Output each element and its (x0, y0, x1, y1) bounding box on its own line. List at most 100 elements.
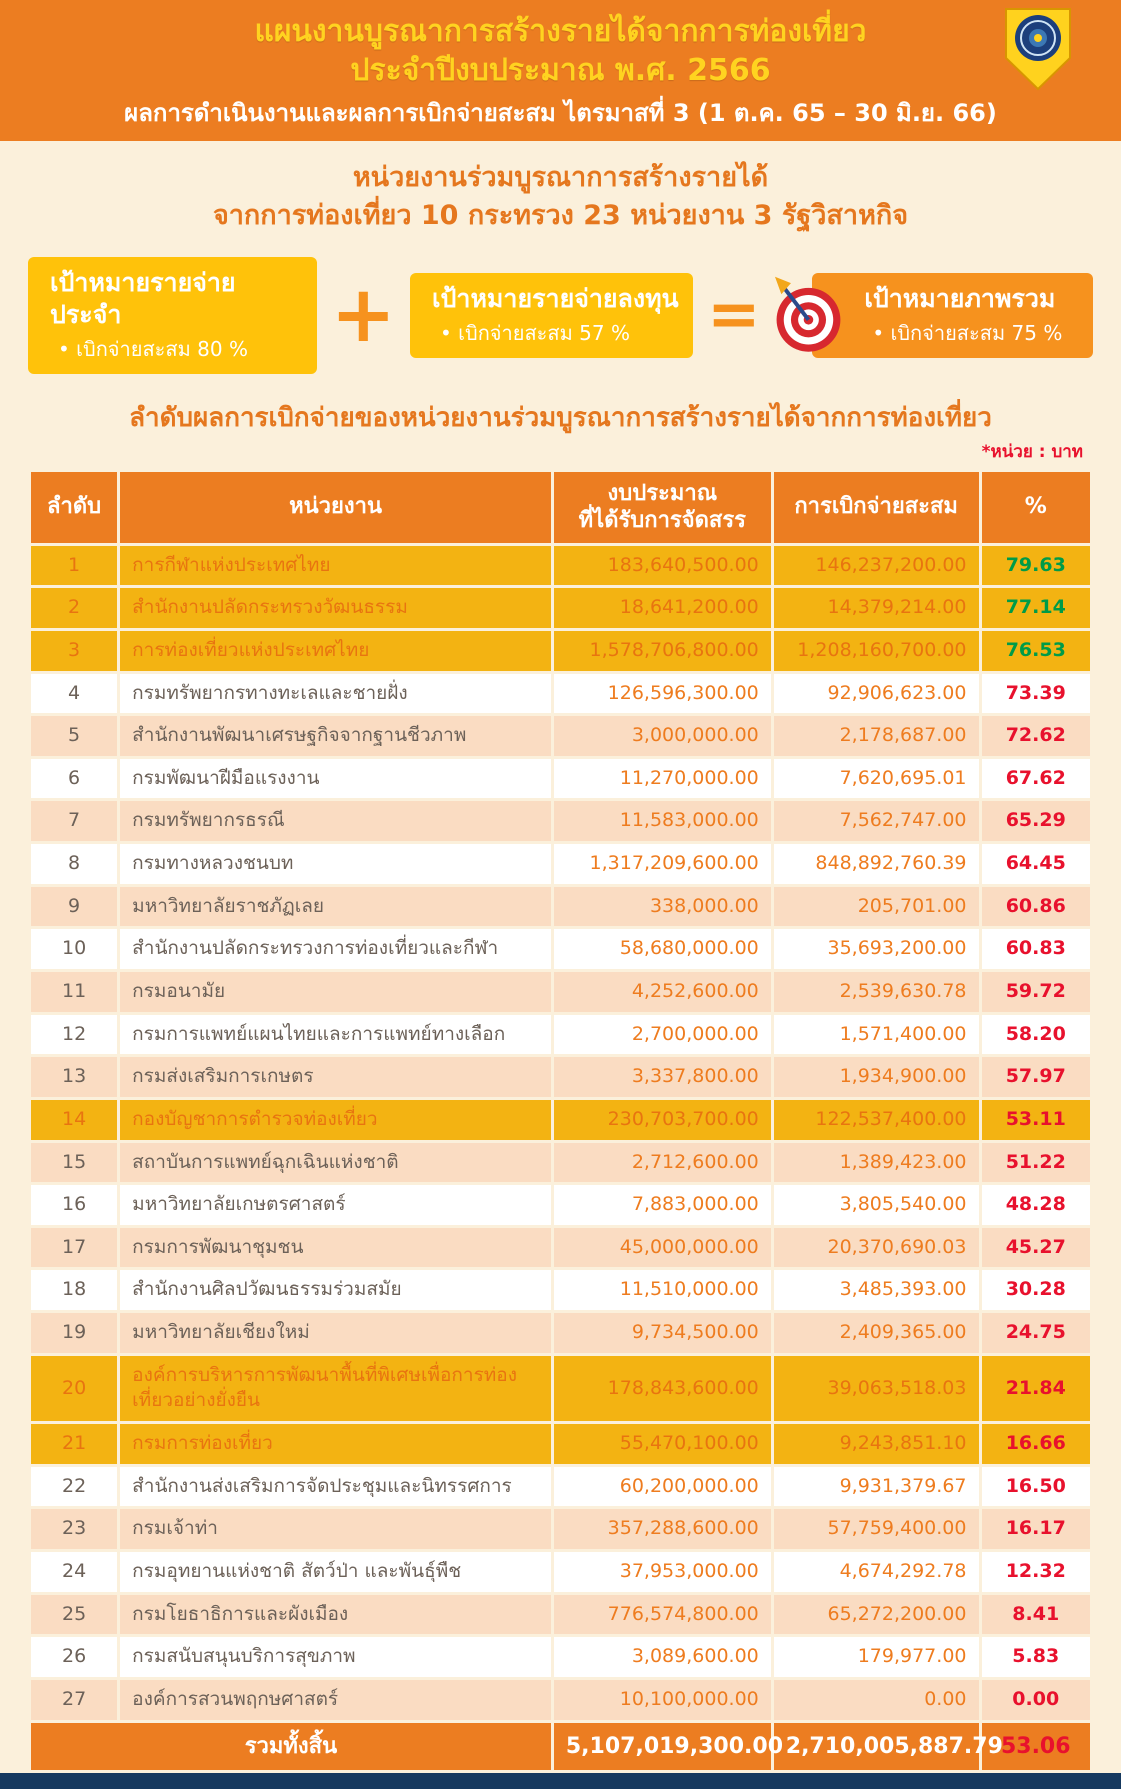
intro-line1: หน่วยงานร่วมบูรณาการสร้างรายได้ (352, 162, 769, 194)
agency-cell: กรมส่งเสริมการเกษตร (117, 1054, 554, 1100)
agency-table-body: 1 การกีฬาแห่งประเทศไทย 183,640,500.00 146,2… (27, 542, 1093, 1723)
disbursed-cell: 7,620,695.01 (770, 755, 982, 802)
budget-cell: 11,510,000.00 (550, 1267, 774, 1314)
bullet: • (58, 336, 70, 361)
goal-formula: เป้าหมายรายจ่ายประจำ • เบิกจ่ายสะสม 80 %… (28, 256, 1093, 374)
budget-cell: 3,000,000.00 (550, 713, 774, 759)
agency-cell: สถาบันการแพทย์ฉุกเฉินแห่งชาติ (117, 1139, 554, 1186)
goal-title: เป้าหมายรายจ่ายลงทุน (432, 284, 679, 314)
equals-operator: = (706, 277, 761, 352)
rank-cell: 7 (27, 798, 121, 845)
percent-cell: 64.45 (978, 841, 1093, 887)
budget-cell: 55,470,100.00 (550, 1421, 774, 1467)
agency-cell: กรมเจ้าท่า (117, 1506, 554, 1552)
table-row: 24 กรมอุทยานแห่งชาติ สัตว์ป่า และพันธุ์พื… (27, 1548, 1093, 1595)
rank-cell: 6 (27, 755, 121, 802)
rank-cell: 13 (27, 1054, 121, 1100)
percent-cell: 60.83 (978, 926, 1093, 972)
rank-cell: 2 (27, 585, 121, 631)
budget-cell: 37,953,000.00 (550, 1548, 774, 1595)
rank-cell: 1 (27, 542, 121, 589)
budget-cell: 357,288,600.00 (550, 1506, 774, 1552)
rank-cell: 11 (27, 968, 121, 1015)
agency-cell: มหาวิทยาลัยเกษตรศาสตร์ (117, 1182, 554, 1228)
table-row: 4 กรมทรัพยากรทางทะเลและชายฝั่ง 126,596,300… (27, 670, 1093, 717)
col-header-disbursed: การเบิกจ่ายสะสม (770, 468, 982, 546)
agency-cell: กรมโยธาธิการและผังเมือง (117, 1591, 554, 1638)
disbursed-cell: 35,693,200.00 (770, 926, 982, 972)
percent-cell: 60.86 (978, 883, 1093, 930)
disbursed-cell: 122,537,400.00 (770, 1096, 982, 1143)
rank-cell: 4 (27, 670, 121, 717)
rank-cell: 23 (27, 1506, 121, 1552)
percent-cell: 5.83 (978, 1634, 1093, 1680)
budget-cell: 178,843,600.00 (550, 1352, 774, 1425)
table-row: 15 สถาบันการแพทย์ฉุกเฉินแห่งชาติ 2,712,600… (27, 1139, 1093, 1186)
budget-cell: 776,574,800.00 (550, 1591, 774, 1638)
budget-cell: 45,000,000.00 (550, 1224, 774, 1271)
table-row: 22 สำนักงานส่งเสริมการจัดประชุมและนิทรรศก… (27, 1463, 1093, 1510)
col-header-percent: % (978, 468, 1093, 546)
agency-cell: กองบัญชาการตำรวจท่องเที่ยว (117, 1096, 554, 1143)
rank-cell: 22 (27, 1463, 121, 1510)
agency-cell: กรมทรัพยากรทางทะเลและชายฝั่ง (117, 670, 554, 717)
disbursed-cell: 1,571,400.00 (770, 1011, 982, 1058)
disbursed-cell: 92,906,623.00 (770, 670, 982, 717)
rank-cell: 16 (27, 1182, 121, 1228)
agency-cell: องค์การบริหารการพัฒนาพื้นที่พิเศษเพื่อกา… (117, 1352, 554, 1425)
rank-cell: 8 (27, 841, 121, 887)
rank-cell: 17 (27, 1224, 121, 1271)
agency-cell: องค์การสวนพฤกษศาสตร์ (117, 1676, 554, 1723)
agency-cell: กรมพัฒนาฝีมือแรงงาน (117, 755, 554, 802)
rank-cell: 20 (27, 1352, 121, 1425)
agency-cell: กรมอุทยานแห่งชาติ สัตว์ป่า และพันธุ์พืช (117, 1548, 554, 1595)
table-row: 3 การท่องเที่ยวแห่งประเทศไทย 1,578,706,800… (27, 627, 1093, 674)
percent-cell: 16.66 (978, 1421, 1093, 1467)
budget-cell: 183,640,500.00 (550, 542, 774, 589)
table-row: 8 กรมทางหลวงชนบท 1,317,209,600.00 848,892,7… (27, 841, 1093, 887)
disbursed-cell: 2,409,365.00 (770, 1310, 982, 1356)
rank-cell: 3 (27, 627, 121, 674)
percent-cell: 73.39 (978, 670, 1093, 717)
page-title-line1: แผนงานบูรณาการสร้างรายได้จากการท่องเที่ย… (254, 14, 867, 49)
total-label: รวมทั้งสิ้น (28, 1719, 554, 1774)
percent-cell: 58.20 (978, 1011, 1093, 1058)
percent-cell: 48.28 (978, 1182, 1093, 1228)
disbursed-cell: 3,805,540.00 (770, 1182, 982, 1228)
disbursement-table: ลำดับ หน่วยงาน งบประมาณ ที่ได้รับการจัดส… (27, 468, 1093, 1774)
agency-cell: กรมอนามัย (117, 968, 554, 1015)
goal-detail-text: เบิกจ่ายสะสม 57 % (458, 320, 630, 345)
plus-operator: + (330, 270, 396, 361)
agency-cell: มหาวิทยาลัยเชียงใหม่ (117, 1310, 554, 1356)
percent-cell: 77.14 (978, 585, 1093, 631)
page-title-line2: ประจำปีงบประมาณ พ.ศ. 2566 (350, 53, 771, 88)
percent-cell: 57.97 (978, 1054, 1093, 1100)
agency-cell: สำนักงานศิลปวัฒนธรรมร่วมสมัย (117, 1267, 554, 1314)
agency-cell: กรมการพัฒนาชุมชน (117, 1224, 554, 1271)
header-subtitle: ผลการดำเนินงานและผลการเบิกจ่ายสะสม ไตรมา… (124, 99, 997, 127)
rank-cell: 9 (27, 883, 121, 930)
goal-detail-text: เบิกจ่ายสะสม 80 % (76, 336, 248, 361)
budget-cell: 2,700,000.00 (550, 1011, 774, 1058)
disbursed-cell: 65,272,200.00 (770, 1591, 982, 1638)
table-row: 13 กรมส่งเสริมการเกษตร 3,337,800.00 1,934,9… (27, 1054, 1093, 1100)
percent-cell: 59.72 (978, 968, 1093, 1015)
table-row: 23 กรมเจ้าท่า 357,288,600.00 57,759,400.00 1… (27, 1506, 1093, 1552)
rank-cell: 14 (27, 1096, 121, 1143)
disbursed-cell: 9,243,851.10 (770, 1421, 982, 1467)
table-row: 7 กรมทรัพยากรธรณี 11,583,000.00 7,562,747.0… (27, 798, 1093, 845)
total-disbursed: 2,710,005,887.79 (770, 1719, 1003, 1774)
budget-cell: 9,734,500.00 (550, 1310, 774, 1356)
disbursed-cell: 4,674,292.78 (770, 1548, 982, 1595)
budget-cell: 3,337,800.00 (550, 1054, 774, 1100)
agency-cell: สำนักงานปลัดกระทรวงการท่องเที่ยวและกีฬา (117, 926, 554, 972)
percent-cell: 67.62 (978, 755, 1093, 802)
rank-cell: 10 (27, 926, 121, 972)
table-row: 2 สำนักงานปลัดกระทรวงวัฒนธรรม 18,641,200.0… (27, 585, 1093, 631)
rank-cell: 26 (27, 1634, 121, 1680)
header-banner: แผนงานบูรณาการสร้างรายได้จากการท่องเที่ย… (0, 0, 1121, 142)
table-row: 12 กรมการแพทย์แผนไทยและการแพทย์ทางเลือก 2,… (27, 1011, 1093, 1058)
percent-cell: 51.22 (978, 1139, 1093, 1186)
disbursed-cell: 205,701.00 (770, 883, 982, 930)
